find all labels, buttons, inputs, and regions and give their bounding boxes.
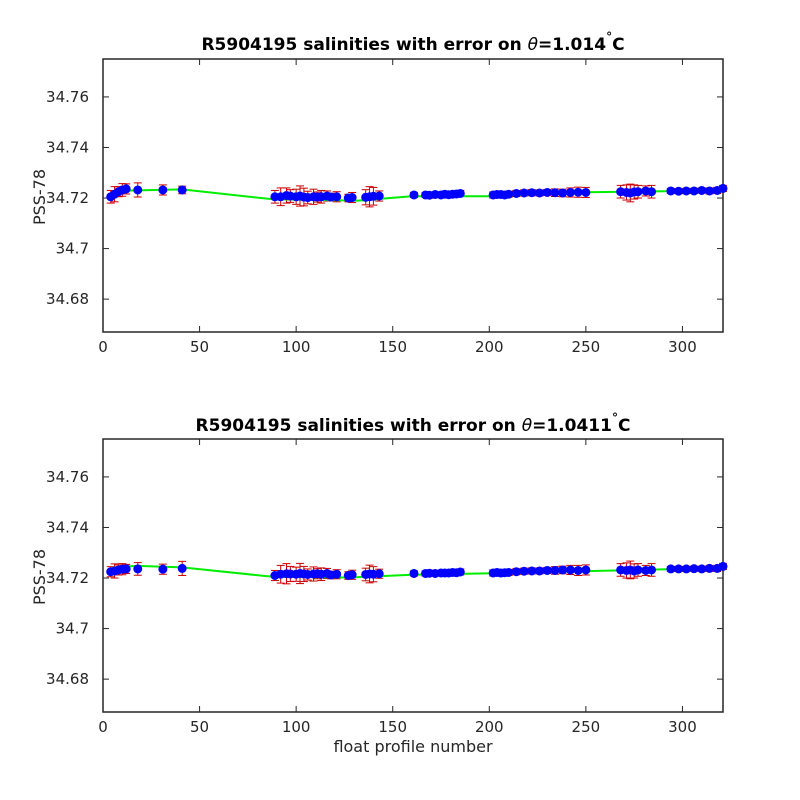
bottom-x-tick-label: 200 (475, 718, 504, 736)
top-data-point (674, 186, 684, 196)
top-data-point (550, 188, 560, 198)
top-panel: R5904195 salinities with error on θ=1.01… (30, 30, 728, 356)
bottom-y-axis-label: PSS-78 (30, 549, 49, 605)
top-data-point (681, 186, 691, 196)
x-axis-label: float profile number (333, 737, 493, 756)
bottom-data-point (527, 566, 537, 576)
bottom-y-tick-label: 34.72 (46, 569, 89, 587)
top-data-point (647, 187, 657, 197)
bottom-data-point (409, 568, 419, 578)
top-data-point (527, 188, 537, 198)
top-data-point (666, 186, 676, 196)
top-data-point (633, 187, 643, 197)
bottom-data-point (565, 565, 575, 575)
bottom-data-point (177, 563, 187, 573)
top-data-point (133, 185, 143, 195)
top-x-tick-label: 200 (475, 338, 504, 356)
bottom-panel: R5904195 salinities with error on θ=1.04… (30, 411, 728, 756)
bottom-x-tick-label: 300 (668, 718, 697, 736)
bottom-y-tick-label: 34.76 (46, 468, 89, 486)
bottom-chart-title: R5904195 salinities with error on θ=1.04… (196, 411, 631, 436)
bottom-data-point (674, 564, 684, 574)
top-y-tick-label: 34.7 (56, 240, 89, 258)
bottom-data-point (581, 565, 591, 575)
bottom-data-point (550, 565, 560, 575)
top-y-tick-label: 34.68 (46, 290, 89, 308)
top-x-tick-label: 100 (282, 338, 311, 356)
top-data-point (409, 190, 419, 200)
top-y-tick-label: 34.72 (46, 189, 89, 207)
top-data-point (565, 187, 575, 197)
top-data-point (519, 188, 529, 198)
bottom-data-point (121, 564, 131, 574)
top-data-point (158, 185, 168, 195)
bottom-data-point (704, 563, 714, 573)
top-data-point (704, 186, 714, 196)
top-x-tick-label: 0 (98, 338, 108, 356)
bottom-data-point (558, 565, 568, 575)
bottom-data-point (347, 570, 357, 580)
bottom-data-point (332, 569, 342, 579)
top-data-point (332, 192, 342, 202)
bottom-y-tick-label: 34.68 (46, 670, 89, 688)
bottom-x-tick-label: 150 (378, 718, 407, 736)
bottom-data-point (542, 565, 552, 575)
top-chart-title: R5904195 salinities with error on θ=1.01… (201, 30, 624, 55)
top-data-point (177, 185, 187, 195)
bottom-data-point (573, 565, 583, 575)
top-data-point (504, 189, 514, 199)
top-x-tick-label: 300 (668, 338, 697, 356)
top-data-point (542, 187, 552, 197)
top-data-point (581, 187, 591, 197)
top-data-point (697, 185, 707, 195)
bottom-data-point (535, 566, 545, 576)
bottom-data-point (697, 564, 707, 574)
top-data-point (511, 188, 521, 198)
bottom-y-tick-label: 34.7 (56, 620, 89, 638)
bottom-data-point (718, 561, 728, 571)
bottom-data-point (689, 564, 699, 574)
top-data-point (374, 191, 384, 201)
top-data-point (718, 183, 728, 193)
bottom-data-point (633, 565, 643, 575)
bottom-data-point (455, 567, 465, 577)
bottom-data-point (158, 564, 168, 574)
top-x-tick-label: 250 (572, 338, 601, 356)
bottom-x-tick-label: 50 (190, 718, 209, 736)
top-data-point (573, 187, 583, 197)
bottom-x-tick-label: 0 (98, 718, 108, 736)
top-x-tick-label: 150 (378, 338, 407, 356)
bottom-y-tick-label: 34.74 (46, 518, 89, 536)
top-data-point (689, 186, 699, 196)
top-data-point (121, 184, 131, 194)
bottom-data-point (647, 565, 657, 575)
bottom-data-point (681, 564, 691, 574)
bottom-data-point (666, 564, 676, 574)
bottom-x-tick-label: 250 (572, 718, 601, 736)
top-data-point (535, 188, 545, 198)
top-y-tick-label: 34.74 (46, 138, 89, 156)
bottom-data-point (504, 567, 514, 577)
top-data-point (347, 193, 357, 203)
top-data-point (455, 188, 465, 198)
top-y-tick-label: 34.76 (46, 88, 89, 106)
bottom-data-point (519, 566, 529, 576)
bottom-data-point (133, 564, 143, 574)
top-data-point (558, 188, 568, 198)
bottom-x-tick-label: 100 (282, 718, 311, 736)
top-x-tick-label: 50 (190, 338, 209, 356)
bottom-data-point (374, 569, 384, 579)
bottom-data-point (511, 567, 521, 577)
top-y-axis-label: PSS-78 (30, 169, 49, 225)
